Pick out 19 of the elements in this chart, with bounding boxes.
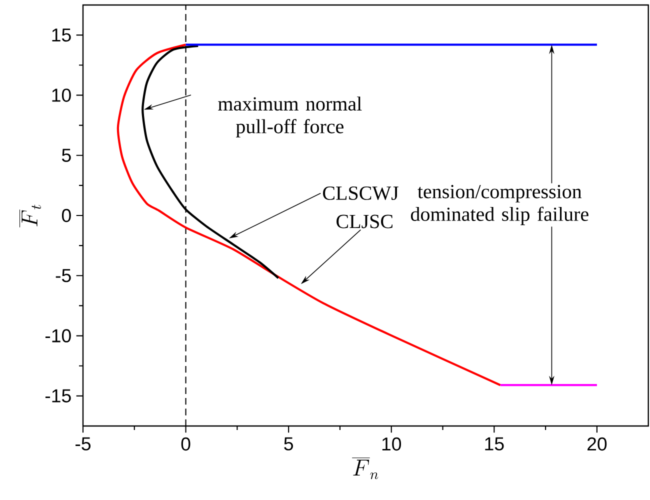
y-tick-label: -10	[45, 329, 71, 342]
x-tick-label: 5	[284, 437, 293, 450]
x-tick-label: 0	[181, 437, 190, 451]
y-tick-label: -5	[56, 269, 71, 282]
annotation: CLSCWJ	[323, 186, 398, 200]
x-tick-label: -5	[76, 437, 91, 450]
annotation: maximum normal pull-off force	[218, 96, 362, 138]
annotation: CLJSC	[336, 214, 392, 228]
y-tick-label: -15	[45, 389, 71, 402]
x-axis-title: $\overline{F}_n$	[352, 458, 378, 480]
y-axis-title: $\overline{F}_t$	[20, 204, 41, 228]
y-tick-label: 0	[62, 208, 71, 222]
x-tick-label: 10	[382, 437, 402, 451]
annotation: tension/compression dominated slip failure	[410, 184, 588, 226]
y-tick-label: 10	[52, 88, 71, 102]
y-tick-label: 5	[62, 148, 71, 162]
x-tick-label: 15	[485, 437, 504, 450]
x-tick-label: 20	[588, 437, 607, 451]
y-tick-label: 15	[52, 28, 71, 42]
